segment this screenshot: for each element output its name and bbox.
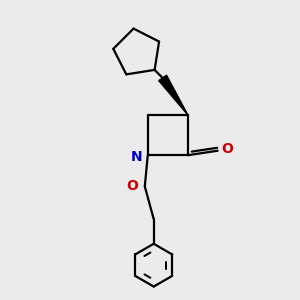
- Text: O: O: [126, 179, 138, 194]
- Polygon shape: [159, 75, 188, 115]
- Text: O: O: [221, 142, 233, 156]
- Text: N: N: [131, 150, 142, 164]
